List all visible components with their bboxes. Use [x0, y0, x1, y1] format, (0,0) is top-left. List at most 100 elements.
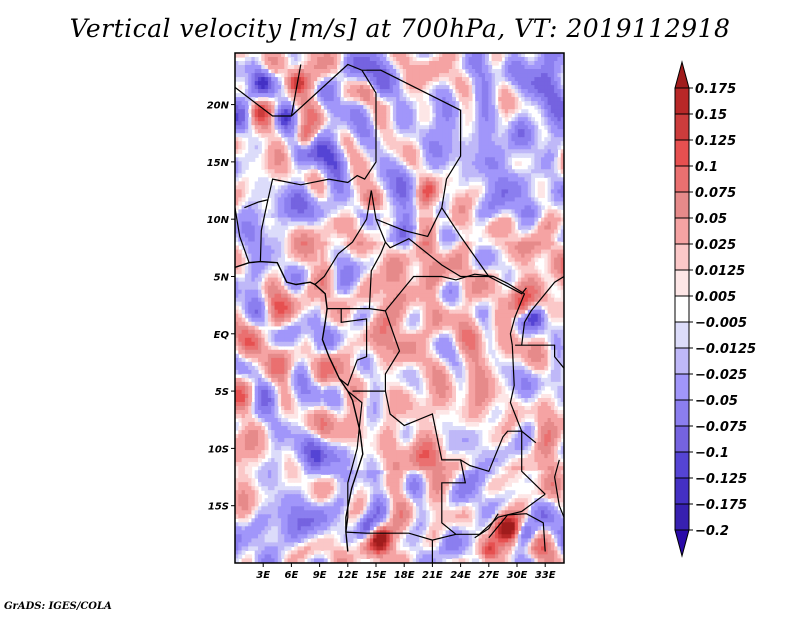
field-cell — [383, 53, 387, 58]
field-cell — [346, 177, 351, 182]
field-cell — [508, 249, 512, 255]
field-cell — [343, 161, 348, 166]
field-cell — [320, 65, 325, 70]
field-cell — [274, 237, 279, 243]
field-cell — [376, 269, 381, 275]
field-cell — [340, 137, 345, 142]
field-cell — [399, 253, 404, 259]
field-cell — [409, 81, 414, 86]
field-cell — [323, 113, 328, 118]
field-cell — [356, 213, 361, 218]
field-cell — [560, 101, 564, 106]
field-cell — [455, 253, 460, 259]
field-cell — [560, 85, 564, 90]
field-cell — [511, 273, 516, 279]
field-cell — [373, 129, 378, 134]
field-cell — [435, 125, 440, 130]
field-cell — [238, 61, 243, 66]
field-cell — [432, 193, 437, 198]
field-cell — [353, 53, 358, 58]
field-cell — [508, 173, 512, 178]
field-cell — [271, 77, 276, 82]
field-cell — [330, 185, 335, 190]
field-cell — [462, 149, 466, 154]
field-cell — [251, 193, 256, 198]
field-cell — [333, 77, 338, 82]
field-cell — [501, 189, 506, 194]
field-cell — [320, 189, 325, 194]
field-cell — [284, 105, 289, 110]
field-cell — [541, 81, 545, 86]
field-cell — [442, 165, 447, 170]
field-cell — [277, 173, 282, 178]
field-cell — [235, 261, 239, 267]
field-cell — [439, 181, 443, 186]
field-cell — [475, 109, 480, 114]
field-cell — [373, 141, 378, 146]
field-cell — [462, 201, 466, 206]
field-cell — [356, 133, 361, 138]
field-cell — [402, 181, 407, 186]
field-cell — [485, 185, 489, 190]
field-cell — [304, 209, 308, 214]
field-cell — [550, 57, 555, 62]
field-cell — [399, 169, 404, 174]
field-cell — [304, 185, 308, 190]
field-cell — [491, 197, 496, 202]
field-cell — [366, 101, 371, 106]
field-cell — [238, 133, 243, 138]
field-cell — [235, 129, 239, 134]
field-cell — [501, 137, 506, 142]
field-cell — [258, 109, 262, 114]
field-cell — [258, 201, 262, 206]
field-cell — [468, 89, 473, 94]
field-cell — [498, 261, 503, 267]
field-cell — [353, 157, 358, 162]
field-cell — [392, 273, 397, 279]
field-cell — [491, 141, 496, 146]
field-cell — [419, 241, 424, 247]
field-cell — [238, 117, 243, 122]
field-cell — [267, 129, 272, 134]
field-cell — [235, 265, 239, 271]
field-cell — [264, 253, 269, 259]
field-cell — [392, 193, 397, 198]
field-cell — [366, 261, 371, 267]
field-cell — [353, 181, 358, 186]
field-cell — [300, 205, 305, 210]
field-cell — [396, 137, 401, 142]
field-cell — [386, 165, 391, 170]
field-cell — [429, 205, 433, 210]
field-cell — [248, 153, 253, 158]
field-cell — [287, 69, 292, 74]
field-cell — [396, 53, 401, 58]
field-cell — [462, 109, 466, 114]
field-cell — [432, 113, 437, 118]
field-cell — [346, 133, 351, 138]
field-cell — [353, 177, 358, 182]
field-cell — [310, 269, 315, 275]
field-cell — [425, 81, 430, 86]
field-cell — [491, 133, 496, 138]
field-cell — [412, 261, 417, 267]
field-cell — [300, 109, 305, 114]
field-cell — [527, 181, 532, 186]
field-cell — [541, 181, 545, 186]
field-cell — [537, 101, 542, 106]
field-cell — [392, 145, 397, 150]
field-cell — [360, 193, 364, 198]
field-cell — [392, 269, 397, 275]
field-cell — [363, 253, 368, 259]
field-cell — [258, 121, 262, 126]
field-cell — [514, 173, 519, 178]
field-cell — [399, 177, 404, 182]
field-cell — [323, 185, 328, 190]
field-cell — [494, 149, 499, 154]
field-cell — [527, 253, 532, 259]
field-cell — [412, 201, 417, 206]
field-cell — [481, 233, 486, 239]
field-cell — [330, 137, 335, 142]
field-cell — [550, 269, 555, 275]
field-cell — [527, 197, 532, 202]
field-cell — [320, 237, 325, 243]
